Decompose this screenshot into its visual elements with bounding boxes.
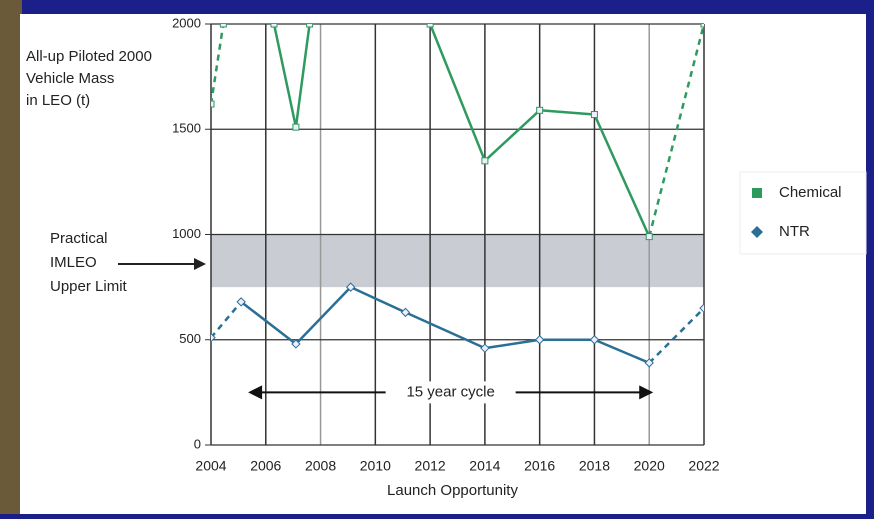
band-label: Practical — [50, 230, 108, 247]
y-axis-label: in LEO (t) — [26, 92, 90, 109]
marker — [270, 24, 278, 28]
marker — [590, 111, 598, 119]
band-label: IMLEO — [50, 254, 97, 271]
marker — [236, 297, 246, 307]
x-tick-label: 2022 — [688, 458, 719, 474]
band-arrowhead — [194, 258, 206, 270]
marker — [700, 24, 704, 28]
marker — [644, 358, 654, 368]
marker — [699, 303, 704, 313]
x-tick-label: 2010 — [360, 458, 391, 474]
y-axis-label: All-up Piloted 2000 — [26, 48, 152, 65]
legend-label: Chemical — [779, 184, 842, 201]
series-line — [648, 24, 704, 237]
series-line — [211, 301, 243, 339]
series-line — [404, 311, 486, 350]
y-tick-label: 1000 — [172, 226, 201, 241]
legend-box — [739, 171, 867, 255]
series-line — [593, 114, 651, 238]
marker — [645, 233, 653, 241]
marker — [306, 24, 314, 28]
marker — [536, 106, 544, 114]
cycle-label: 15 year cycle — [406, 383, 494, 400]
legend-label: NTR — [779, 223, 810, 240]
texture — [0, 0, 22, 514]
series-line — [240, 300, 297, 345]
marker — [211, 100, 215, 108]
marker — [481, 157, 489, 165]
marker — [480, 343, 490, 353]
x-tick-label: 2008 — [305, 458, 336, 474]
legend-marker — [752, 188, 762, 198]
marker — [589, 335, 600, 345]
marker — [426, 24, 434, 28]
series-line — [272, 24, 298, 128]
series-line — [484, 338, 540, 350]
marker — [400, 307, 411, 318]
y-tick-label: 2000 — [172, 15, 201, 30]
series-line — [428, 24, 487, 162]
band-label: Upper Limit — [50, 278, 128, 295]
series-line — [593, 338, 650, 365]
marker — [219, 24, 227, 28]
arrowhead — [248, 385, 263, 400]
x-tick-label: 2020 — [634, 458, 665, 474]
series-line — [484, 109, 541, 162]
y-tick-label: 0 — [194, 436, 201, 451]
x-tick-label: 2006 — [250, 458, 281, 474]
x-tick-label: 2018 — [579, 458, 610, 474]
marker — [534, 335, 545, 345]
series-line — [539, 109, 595, 116]
limit-band — [211, 234, 704, 288]
series-line — [211, 24, 225, 105]
series-line — [648, 307, 704, 364]
x-tick-label: 2004 — [195, 458, 226, 474]
cycle-label-bg — [385, 381, 516, 404]
marker — [211, 332, 216, 343]
series-line — [295, 286, 352, 345]
plot — [211, 24, 704, 368]
marker — [292, 123, 300, 131]
x-axis-label: Launch Opportunity — [387, 482, 518, 499]
x-tick-label: 2016 — [524, 458, 555, 474]
marker — [291, 339, 301, 349]
marker — [345, 282, 356, 292]
series-line — [294, 24, 311, 128]
arrowhead — [639, 385, 654, 400]
y-tick-label: 500 — [179, 331, 201, 346]
x-tick-label: 2012 — [415, 458, 446, 474]
y-tick-label: 1500 — [172, 121, 201, 136]
y-axis-label: Vehicle Mass — [26, 70, 114, 87]
x-tick-label: 2014 — [469, 458, 500, 474]
series-line — [350, 285, 406, 314]
legend-marker — [751, 226, 763, 238]
